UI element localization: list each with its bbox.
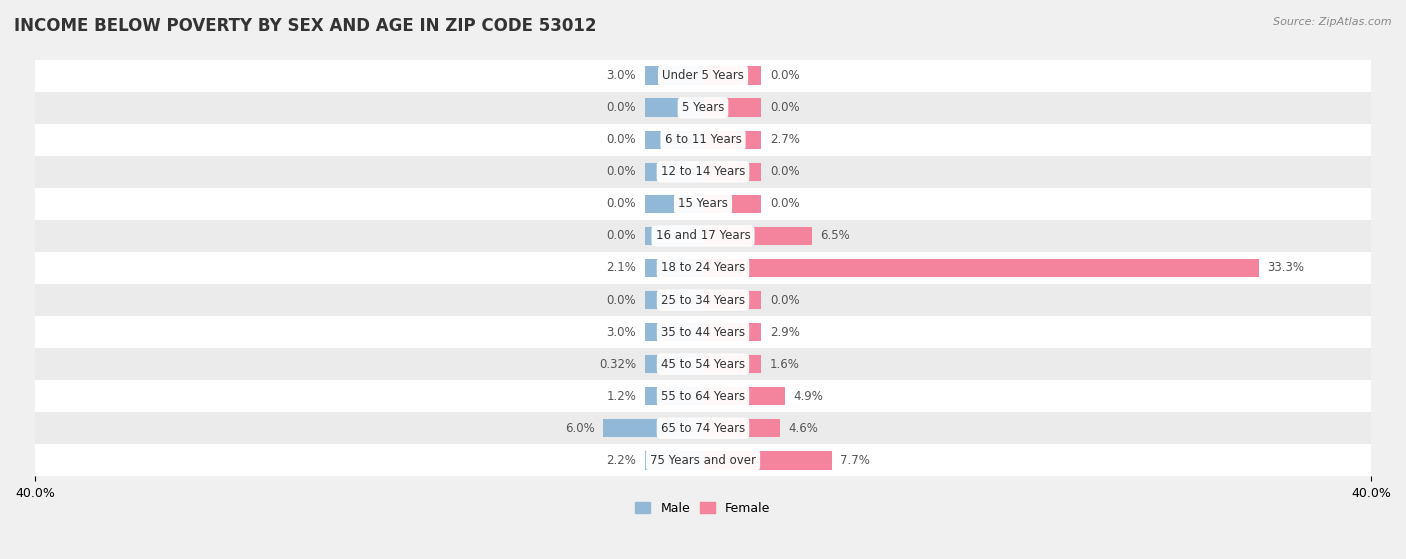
Text: 4.6%: 4.6% <box>789 421 818 435</box>
Text: 33.3%: 33.3% <box>1268 262 1305 274</box>
Text: Source: ZipAtlas.com: Source: ZipAtlas.com <box>1274 17 1392 27</box>
Bar <box>703 163 762 181</box>
Bar <box>703 259 1260 277</box>
Text: 0.0%: 0.0% <box>606 229 636 243</box>
Bar <box>644 131 703 149</box>
Bar <box>703 419 780 438</box>
Bar <box>35 188 1371 220</box>
Text: Under 5 Years: Under 5 Years <box>662 69 744 82</box>
Bar <box>703 226 811 245</box>
Bar <box>644 323 703 342</box>
Text: 15 Years: 15 Years <box>678 197 728 210</box>
Text: 0.0%: 0.0% <box>770 197 800 210</box>
Bar <box>35 60 1371 92</box>
Text: 0.0%: 0.0% <box>606 133 636 146</box>
Text: 3.0%: 3.0% <box>606 69 636 82</box>
Bar <box>644 291 703 309</box>
Bar <box>644 387 703 405</box>
Text: 6.0%: 6.0% <box>565 421 595 435</box>
Text: 0.0%: 0.0% <box>770 101 800 114</box>
Text: 7.7%: 7.7% <box>839 454 870 467</box>
Text: 0.0%: 0.0% <box>770 165 800 178</box>
Bar <box>35 92 1371 124</box>
Bar <box>703 451 831 470</box>
Bar <box>644 163 703 181</box>
Bar <box>35 156 1371 188</box>
Text: 18 to 24 Years: 18 to 24 Years <box>661 262 745 274</box>
Text: 0.0%: 0.0% <box>606 101 636 114</box>
Bar <box>703 98 762 117</box>
Text: 5 Years: 5 Years <box>682 101 724 114</box>
Text: 45 to 54 Years: 45 to 54 Years <box>661 358 745 371</box>
Bar <box>703 67 762 85</box>
Text: 55 to 64 Years: 55 to 64 Years <box>661 390 745 402</box>
Bar <box>644 226 703 245</box>
Bar <box>703 387 785 405</box>
Bar <box>644 259 703 277</box>
Text: 12 to 14 Years: 12 to 14 Years <box>661 165 745 178</box>
Bar <box>603 419 703 438</box>
Bar <box>35 444 1371 476</box>
Bar <box>35 316 1371 348</box>
Bar <box>35 124 1371 156</box>
Text: 0.0%: 0.0% <box>606 293 636 306</box>
Text: 0.0%: 0.0% <box>770 69 800 82</box>
Bar <box>35 284 1371 316</box>
Text: 0.32%: 0.32% <box>599 358 636 371</box>
Text: 2.2%: 2.2% <box>606 454 636 467</box>
Text: 3.0%: 3.0% <box>606 325 636 339</box>
Text: 4.9%: 4.9% <box>793 390 823 402</box>
Text: 75 Years and over: 75 Years and over <box>650 454 756 467</box>
Text: 6.5%: 6.5% <box>820 229 849 243</box>
Bar <box>703 131 762 149</box>
Bar <box>35 220 1371 252</box>
Legend: Male, Female: Male, Female <box>630 497 776 520</box>
Bar <box>703 195 762 213</box>
Text: 0.0%: 0.0% <box>770 293 800 306</box>
Bar <box>703 291 762 309</box>
Text: 35 to 44 Years: 35 to 44 Years <box>661 325 745 339</box>
Text: 25 to 34 Years: 25 to 34 Years <box>661 293 745 306</box>
Text: 1.6%: 1.6% <box>770 358 800 371</box>
Bar <box>644 355 703 373</box>
Bar <box>644 98 703 117</box>
Bar <box>644 451 703 470</box>
Text: 16 and 17 Years: 16 and 17 Years <box>655 229 751 243</box>
Bar <box>35 348 1371 380</box>
Text: 2.7%: 2.7% <box>770 133 800 146</box>
Bar <box>703 323 762 342</box>
Bar <box>35 412 1371 444</box>
Bar <box>703 355 762 373</box>
Bar <box>35 252 1371 284</box>
Text: 0.0%: 0.0% <box>606 165 636 178</box>
Bar <box>644 195 703 213</box>
Bar <box>644 67 703 85</box>
Text: 65 to 74 Years: 65 to 74 Years <box>661 421 745 435</box>
Text: 0.0%: 0.0% <box>606 197 636 210</box>
Bar <box>35 380 1371 412</box>
Text: 6 to 11 Years: 6 to 11 Years <box>665 133 741 146</box>
Text: 2.1%: 2.1% <box>606 262 636 274</box>
Text: INCOME BELOW POVERTY BY SEX AND AGE IN ZIP CODE 53012: INCOME BELOW POVERTY BY SEX AND AGE IN Z… <box>14 17 596 35</box>
Text: 1.2%: 1.2% <box>606 390 636 402</box>
Text: 2.9%: 2.9% <box>770 325 800 339</box>
